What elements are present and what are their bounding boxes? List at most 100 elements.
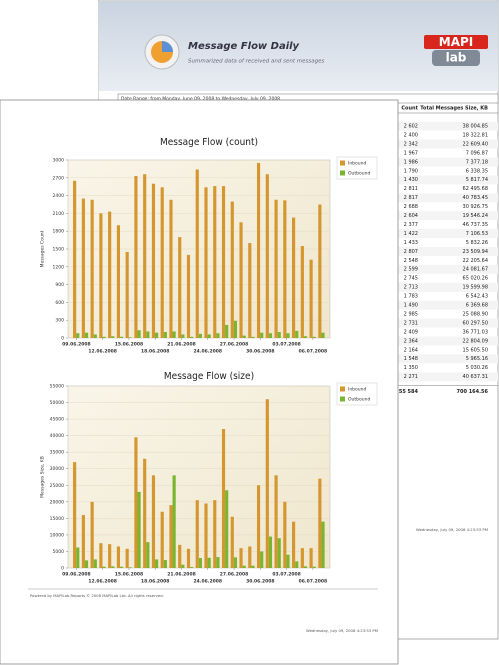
bar bbox=[186, 548, 191, 568]
bar bbox=[99, 543, 103, 568]
bar bbox=[225, 490, 229, 568]
bar bbox=[198, 333, 202, 338]
table-cell: 22 804.09 bbox=[463, 338, 488, 344]
table-cell: 38 004.85 bbox=[463, 124, 488, 130]
bar bbox=[155, 332, 159, 338]
bar bbox=[81, 515, 85, 568]
table-cell: 23 509.94 bbox=[463, 249, 488, 255]
x-tick-label: 18.06.2008 bbox=[141, 349, 169, 355]
table-cell: 15 605.50 bbox=[463, 347, 488, 353]
x-tick-label: 24.06.2008 bbox=[194, 349, 222, 355]
chart-title: Message Flow (size) bbox=[164, 371, 254, 382]
table-cell: 7 096.87 bbox=[466, 150, 488, 156]
table-row-bg bbox=[398, 372, 498, 382]
x-tick-label: 24.06.2008 bbox=[194, 579, 222, 585]
bar bbox=[204, 503, 208, 568]
x-tick-label: 09.06.2008 bbox=[62, 572, 90, 578]
logo-top: MAPI bbox=[439, 35, 474, 49]
bar bbox=[172, 331, 176, 338]
bar bbox=[181, 564, 185, 568]
table-cell: 40 637.31 bbox=[463, 374, 488, 380]
table-row-bg bbox=[398, 175, 498, 185]
y-tick-label: 600 bbox=[55, 300, 64, 306]
bar bbox=[300, 246, 304, 338]
bar bbox=[251, 336, 255, 338]
table-row-bg bbox=[398, 300, 498, 310]
bar bbox=[81, 198, 85, 338]
bar bbox=[169, 505, 173, 568]
legend-label: Inbound bbox=[348, 161, 366, 167]
bar bbox=[230, 201, 234, 338]
y-tick-label: 30000 bbox=[50, 466, 64, 472]
table-cell: 2 400 bbox=[404, 132, 418, 138]
table-cell: 2 599 bbox=[404, 267, 418, 273]
bar bbox=[233, 320, 238, 338]
table-cell: 24 081.67 bbox=[463, 267, 488, 273]
x-tick-label: 12.06.2008 bbox=[88, 579, 116, 585]
table-cell: 2 985 bbox=[404, 311, 418, 317]
bar bbox=[260, 332, 264, 338]
bar bbox=[274, 199, 278, 338]
bar bbox=[73, 462, 77, 568]
x-tick-label: 21.06.2008 bbox=[167, 342, 195, 348]
x-tick-label: 06.07.2008 bbox=[299, 579, 327, 585]
bar bbox=[321, 332, 325, 338]
front-footer-left: Powered by MAPILab Reports © 2008 MAPILa… bbox=[30, 593, 164, 598]
table-row-bg bbox=[398, 264, 498, 274]
legend-label: Inbound bbox=[348, 387, 366, 393]
bar bbox=[283, 200, 287, 338]
y-axis-title: Messages Size, KB bbox=[40, 456, 46, 498]
bar bbox=[155, 559, 159, 568]
bar bbox=[300, 548, 304, 568]
bar bbox=[256, 162, 261, 338]
table-cell: 5 965.16 bbox=[466, 356, 488, 362]
bar bbox=[111, 336, 115, 338]
bar bbox=[119, 336, 124, 338]
legend-label: Outbound bbox=[348, 397, 370, 403]
table-cell: 2 745 bbox=[404, 276, 418, 282]
table-cell: 1 967 bbox=[404, 150, 418, 156]
table-cell: 25 088.90 bbox=[463, 311, 488, 317]
bar bbox=[195, 169, 199, 338]
legend-swatch bbox=[340, 160, 345, 166]
table-cell: 6 369.68 bbox=[466, 303, 488, 309]
bar bbox=[248, 243, 252, 338]
legend-label: Outbound bbox=[348, 171, 370, 177]
bar bbox=[303, 566, 308, 568]
table-row-bg bbox=[398, 211, 498, 221]
y-tick-label: 15000 bbox=[50, 516, 64, 522]
bar bbox=[204, 187, 208, 338]
table-cell: 19 546.24 bbox=[463, 213, 488, 219]
bar bbox=[213, 500, 217, 568]
table-cell: 2 548 bbox=[404, 258, 418, 264]
y-tick-label: 10000 bbox=[50, 532, 64, 538]
x-tick-label: 27.06.2008 bbox=[220, 572, 248, 578]
bar bbox=[102, 336, 106, 338]
bar bbox=[265, 174, 269, 338]
bar bbox=[318, 478, 322, 568]
logo-box bbox=[432, 50, 480, 66]
charts: Message Flow (count) 0 300 600 900 1200 1500 18… bbox=[40, 137, 378, 585]
bar bbox=[169, 199, 173, 338]
bar bbox=[93, 559, 97, 568]
bar bbox=[172, 475, 176, 568]
table-row-bg bbox=[398, 318, 498, 328]
x-tick-label: 21.06.2008 bbox=[167, 572, 195, 578]
bar bbox=[151, 475, 156, 568]
x-tick-label: 15.06.2008 bbox=[115, 342, 143, 348]
table-header: Count bbox=[401, 106, 418, 112]
x-tick-label: 30.06.2008 bbox=[246, 349, 274, 355]
bar bbox=[190, 336, 194, 338]
legend-swatch bbox=[340, 170, 345, 176]
bar bbox=[312, 566, 316, 568]
y-axis-title: Messages Count bbox=[40, 230, 46, 267]
bar bbox=[181, 334, 185, 338]
bar bbox=[277, 538, 281, 568]
bar bbox=[84, 332, 89, 338]
y-tick-label: 1800 bbox=[53, 229, 65, 235]
table-row-bg bbox=[398, 247, 498, 256]
y-tick-label: 5000 bbox=[53, 549, 65, 555]
x-tick-label: 30.06.2008 bbox=[246, 579, 274, 585]
table-cell: 19 599.98 bbox=[463, 285, 488, 291]
